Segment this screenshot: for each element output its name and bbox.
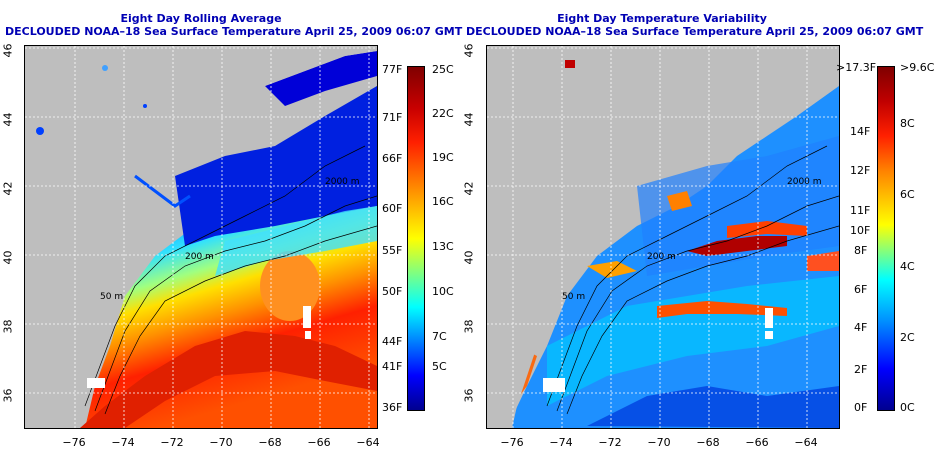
right-map-subtitle: DECLOUDED NOAA–18 Sea Surface Temperatur…	[466, 25, 924, 38]
left-lon-label-76: −76	[62, 436, 86, 449]
left-lat-label-36: 36	[1, 388, 15, 403]
left-lon-label-64: −64	[356, 436, 380, 449]
right-lon-label-76: −76	[500, 436, 524, 449]
right-cbar-f-17: >17.3F	[836, 61, 877, 74]
right-cbar-f-4: 4F	[854, 321, 868, 334]
right-contour-label-2: 200 m	[647, 252, 676, 262]
left-cbar-c-5: 5C	[432, 360, 447, 373]
left-cbar-c-22: 22C	[432, 107, 454, 120]
left-cbar-f-71: 71F	[382, 111, 403, 124]
right-cbar-f-11: 11F	[850, 204, 871, 217]
left-lon-label-68: −68	[258, 436, 282, 449]
left-land	[25, 46, 377, 428]
right-cbar-f-10: 10F	[850, 224, 871, 237]
left-lat-label-44: 44	[1, 112, 15, 127]
left-cbar-f-77: 77F	[382, 63, 403, 76]
left-cbar-c-10: 10C	[432, 285, 454, 298]
left-lon-label-74: −74	[111, 436, 135, 449]
right-cbar-c-2: 2C	[900, 331, 915, 344]
left-cbar-f-44: 44F	[382, 335, 403, 348]
left-contour-label-3: 2000 m	[325, 177, 360, 187]
right-variability-map: 50 m 200 m 2000 m	[486, 45, 840, 429]
left-sst-map: 50 m 200 m 2000 m	[24, 45, 378, 429]
right-lat-label-46: 46	[462, 43, 476, 58]
right-cbar-c-8: 8C	[900, 117, 915, 130]
left-lat-label-38: 38	[1, 319, 15, 334]
right-land	[487, 46, 839, 428]
left-cbar-f-50: 50F	[382, 285, 403, 298]
left-contour-label-1: 50 m	[100, 292, 124, 302]
left-lon-label-72: −72	[160, 436, 184, 449]
right-cbar-c-6: 6C	[900, 188, 915, 201]
right-cbar-f-14: 14F	[850, 125, 871, 138]
right-cbar-f-0: 0F	[854, 401, 868, 414]
left-cbar-c-19: 19C	[432, 151, 454, 164]
right-lon-label-66: −66	[745, 436, 769, 449]
right-contour-label-1: 50 m	[562, 292, 586, 302]
right-colorbar	[877, 66, 895, 411]
left-contour-label-2: 200 m	[185, 252, 214, 262]
left-cbar-f-55: 55F	[382, 244, 403, 257]
left-cbar-f-41: 41F	[382, 360, 403, 373]
right-lon-label-72: −72	[598, 436, 622, 449]
right-cbar-f-2: 2F	[854, 363, 868, 376]
right-map-title: Eight Day Temperature Variability	[557, 12, 767, 25]
right-lat-label-44: 44	[462, 112, 476, 127]
left-map-subtitle: DECLOUDED NOAA–18 Sea Surface Temperatur…	[5, 25, 463, 38]
left-map-title: Eight Day Rolling Average	[120, 12, 282, 25]
right-lon-label-74: −74	[549, 436, 573, 449]
left-lat-label-42: 42	[1, 181, 15, 196]
left-cbar-c-7: 7C	[432, 330, 447, 343]
right-lat-label-42: 42	[462, 181, 476, 196]
right-cbar-f-6: 6F	[854, 283, 868, 296]
right-cbar-f-8: 8F	[854, 244, 868, 257]
left-cbar-f-66: 66F	[382, 152, 403, 165]
right-cbar-c-4: 4C	[900, 260, 915, 273]
right-lat-label-40: 40	[462, 250, 476, 265]
right-cbar-f-12: 12F	[850, 164, 871, 177]
right-cbar-c-0: 0C	[900, 401, 915, 414]
right-lon-label-68: −68	[696, 436, 720, 449]
right-contour-label-3: 2000 m	[787, 177, 822, 187]
left-cbar-c-25: 25C	[432, 63, 454, 76]
left-colorbar	[407, 66, 425, 411]
right-lon-label-64: −64	[794, 436, 818, 449]
left-lat-label-46: 46	[1, 43, 15, 58]
right-lon-label-70: −70	[647, 436, 671, 449]
right-lat-label-38: 38	[462, 319, 476, 334]
right-cbar-c-9: >9.6C	[900, 61, 935, 74]
left-cbar-f-36: 36F	[382, 401, 403, 414]
left-lon-label-66: −66	[307, 436, 331, 449]
left-lat-label-40: 40	[1, 250, 15, 265]
left-lon-label-70: −70	[209, 436, 233, 449]
left-cbar-f-60: 60F	[382, 202, 403, 215]
right-lat-label-36: 36	[462, 388, 476, 403]
left-cbar-c-16: 16C	[432, 195, 454, 208]
left-cbar-c-13: 13C	[432, 240, 454, 253]
